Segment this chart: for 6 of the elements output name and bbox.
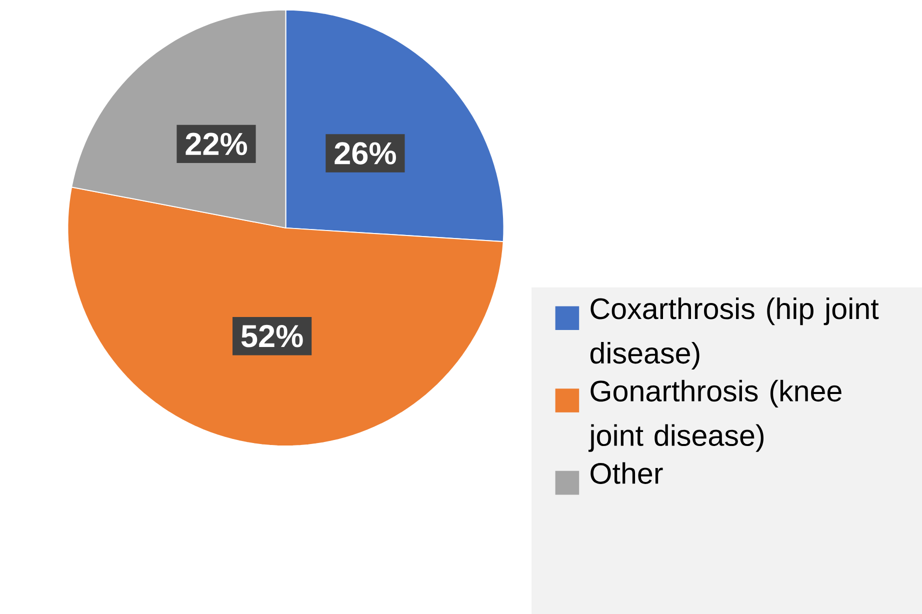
legend-label: Gonarthrosis (knee joint disease): [588, 380, 842, 452]
legend-label: Other: [590, 462, 663, 484]
data-label: 26%: [334, 142, 396, 164]
data-label: 52%: [241, 324, 303, 348]
legend-label: Coxarthrosis (hip joint disease): [590, 297, 879, 370]
data-label: 22%: [186, 132, 248, 155]
